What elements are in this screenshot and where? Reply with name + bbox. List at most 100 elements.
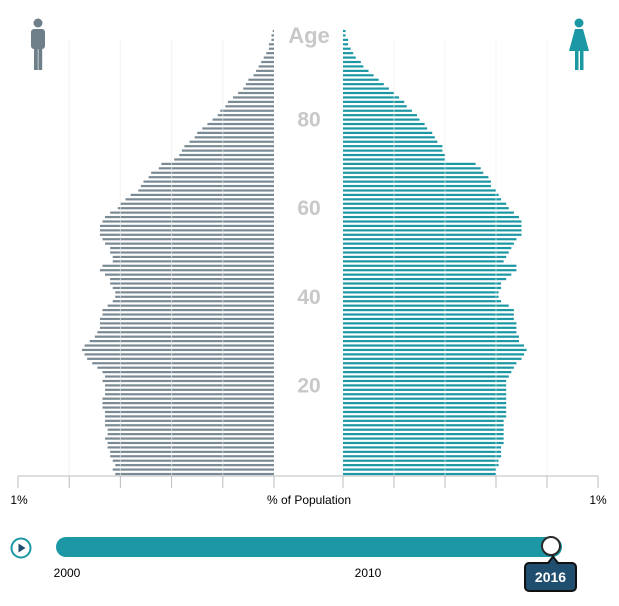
age-tick-labels: 20 40 60 80 <box>297 109 320 398</box>
male-bar-age-9 <box>107 433 274 436</box>
female-bar-age-35 <box>343 317 514 321</box>
female-bar-age-14 <box>343 410 507 414</box>
female-bar-age-59 <box>343 211 514 214</box>
male-bar-age-49 <box>112 255 274 259</box>
male-bar-age-19 <box>105 388 274 391</box>
male-bar-age-85 <box>233 96 274 99</box>
male-bar-age-34 <box>99 322 274 325</box>
male-bar-age-74 <box>184 145 274 148</box>
male-bar-age-50 <box>110 251 274 254</box>
female-bar-age-7 <box>343 441 504 445</box>
population-pyramid-chart: 20 40 60 80 Age 1% % of Population 1% <box>10 18 607 507</box>
female-bar-age-98 <box>343 38 349 41</box>
female-bar-age-8 <box>343 437 504 440</box>
male-bar-age-81 <box>217 114 274 117</box>
female-bar-age-31 <box>343 335 519 338</box>
female-bar-age-22 <box>343 375 509 378</box>
male-bar-age-48 <box>112 260 274 263</box>
male-bar-age-72 <box>179 153 274 157</box>
female-bar-age-81 <box>343 114 417 117</box>
male-bar-age-82 <box>220 109 274 112</box>
male-bar-age-55 <box>99 229 274 232</box>
female-bar-age-53 <box>343 238 517 241</box>
male-bar-age-1 <box>112 468 274 471</box>
male-bar-age-36 <box>102 313 274 316</box>
male-bar-age-90 <box>253 74 274 77</box>
timeline-start-label: 2000 <box>53 566 81 580</box>
male-bar-age-63 <box>130 193 274 197</box>
age-tick-40: 40 <box>297 286 320 309</box>
male-bar-age-7 <box>107 441 274 445</box>
male-bar-age-64 <box>138 189 274 192</box>
female-bar-age-4 <box>343 455 502 458</box>
male-bar-age-39 <box>112 300 274 303</box>
female-bar-age-69 <box>343 167 481 170</box>
male-bar-age-79 <box>207 122 274 126</box>
female-bar-age-80 <box>343 118 420 121</box>
male-bar-age-41 <box>115 291 274 294</box>
male-bar-age-58 <box>105 215 274 219</box>
male-bar-age-11 <box>105 424 274 427</box>
female-bar-age-61 <box>343 202 507 205</box>
female-bar-age-74 <box>343 145 443 148</box>
male-bar-age-26 <box>87 357 275 360</box>
female-bar-age-79 <box>343 122 425 126</box>
male-bar-age-44 <box>110 277 274 281</box>
male-bar-age-98 <box>271 38 274 41</box>
male-bar-age-18 <box>105 393 274 396</box>
female-bar-age-5 <box>343 450 502 453</box>
female-bar-age-89 <box>343 78 379 81</box>
male-bar-age-94 <box>263 56 274 59</box>
male-bar-age-53 <box>102 238 274 241</box>
male-bar-age-13 <box>105 415 274 418</box>
female-bar-age-84 <box>343 100 405 103</box>
female-bar-age-75 <box>343 140 438 143</box>
female-bar-age-60 <box>343 207 509 210</box>
male-bar-age-27 <box>84 353 274 356</box>
female-bar-age-16 <box>343 402 507 405</box>
male-bar-age-30 <box>89 340 275 343</box>
male-bars <box>68 29 275 476</box>
male-bar-age-69 <box>158 167 274 170</box>
male-bar-age-67 <box>148 176 274 179</box>
female-bar-age-25 <box>343 362 517 365</box>
female-bar-age-57 <box>343 220 522 223</box>
female-bar-age-100 <box>343 29 346 33</box>
male-bar-age-95 <box>266 52 274 55</box>
age-tick-20: 20 <box>297 374 320 397</box>
female-bar-age-38 <box>343 304 509 307</box>
male-bar-age-43 <box>110 282 274 285</box>
male-bar-age-21 <box>102 379 274 383</box>
female-bar-age-6 <box>343 446 502 449</box>
timeline-mid-label: 2010 <box>354 566 382 580</box>
male-bar-age-89 <box>248 78 274 81</box>
male-bar-age-68 <box>151 171 274 174</box>
female-bar-age-94 <box>343 56 356 59</box>
male-bar-age-66 <box>143 180 274 183</box>
male-bar-age-23 <box>102 371 274 374</box>
female-bar-age-33 <box>343 326 517 329</box>
year-slider-handle[interactable] <box>541 536 561 556</box>
female-bar-age-47 <box>343 264 517 267</box>
female-bar-age-40 <box>343 295 499 298</box>
female-bar-age-87 <box>343 87 389 90</box>
female-bar-age-82 <box>343 109 412 112</box>
female-bar-age-70 <box>343 162 476 165</box>
female-bar-age-83 <box>343 105 407 108</box>
male-bar-age-35 <box>99 317 274 321</box>
female-bar-age-19 <box>343 388 507 391</box>
male-icon <box>31 18 45 70</box>
male-bar-age-93 <box>261 60 274 64</box>
play-button[interactable] <box>10 537 32 559</box>
female-bar-age-85 <box>343 96 400 99</box>
male-bar-age-3 <box>112 459 274 462</box>
male-bar-age-61 <box>120 202 275 205</box>
male-bar-age-86 <box>238 91 274 95</box>
male-bar-age-100 <box>272 29 274 33</box>
male-bar-age-24 <box>97 366 274 369</box>
female-bar-age-13 <box>343 415 507 418</box>
male-bar-age-51 <box>110 246 274 250</box>
year-slider-track[interactable] <box>56 537 562 557</box>
female-bar-age-42 <box>343 286 502 290</box>
female-bar-age-66 <box>343 180 491 183</box>
